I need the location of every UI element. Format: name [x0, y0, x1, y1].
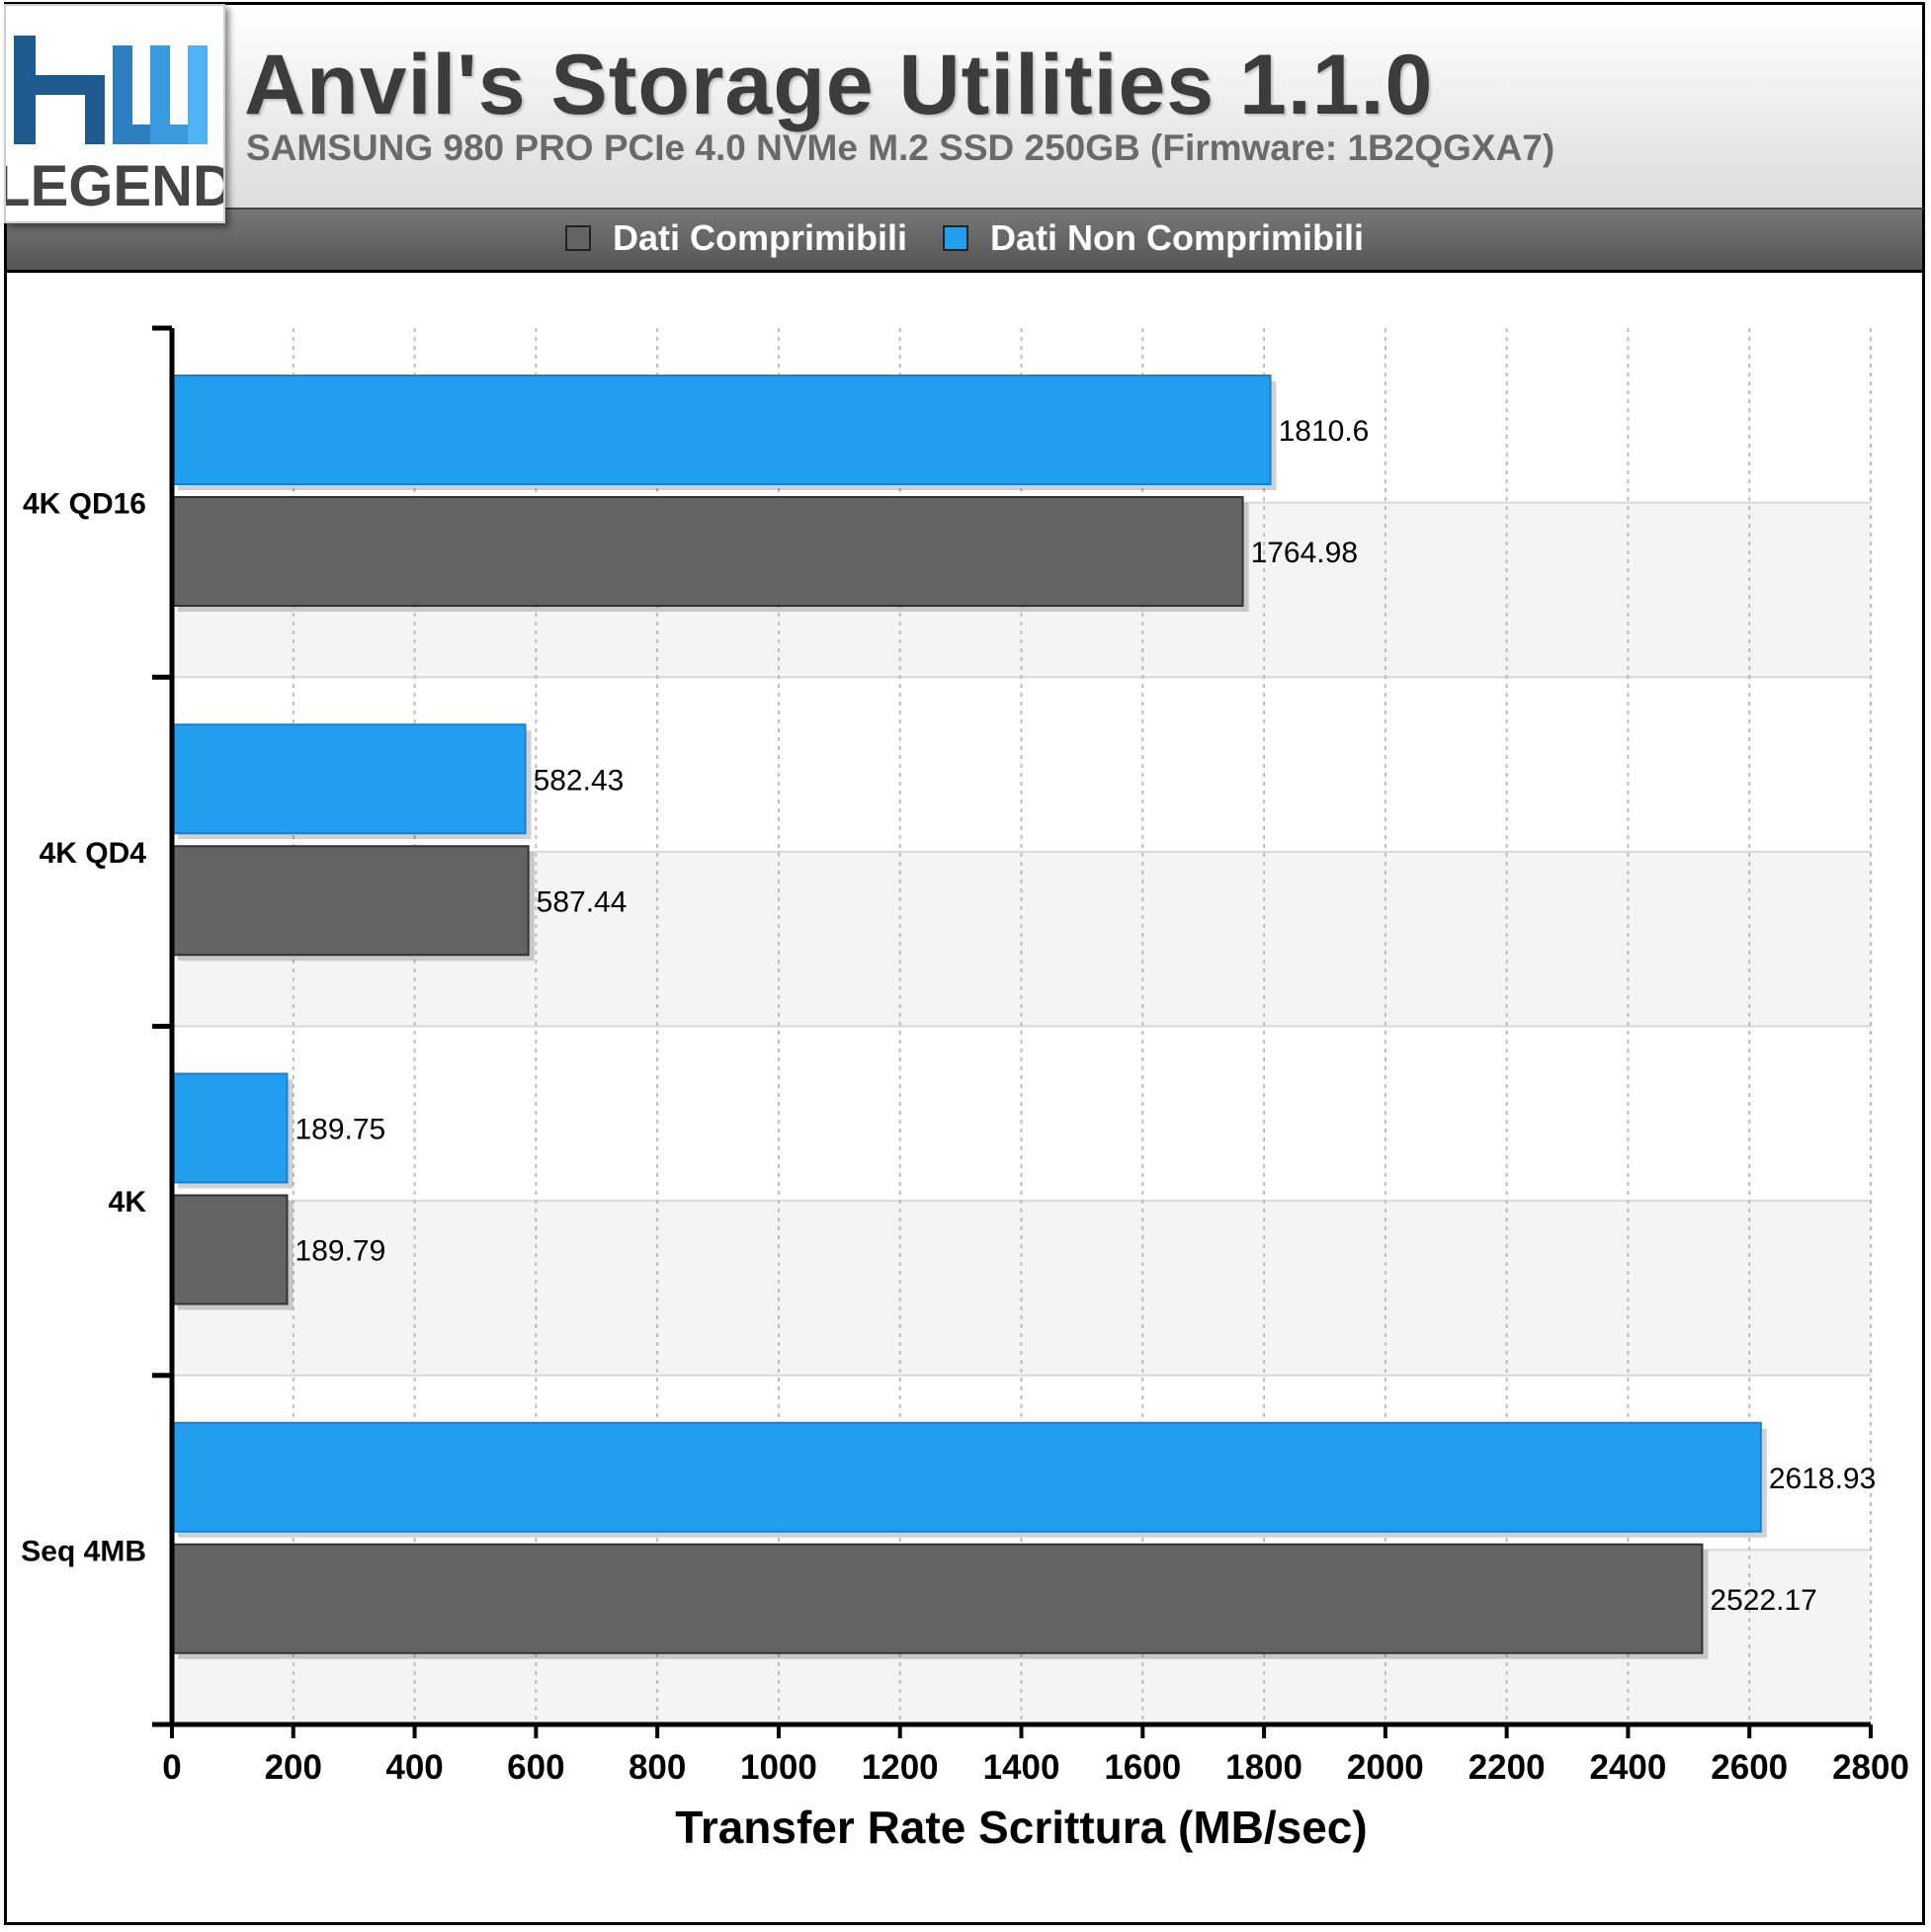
- legend-swatch-compressible: [564, 225, 591, 251]
- data-label: 2522.17: [1710, 1584, 1816, 1617]
- data-label: 189.75: [294, 1114, 385, 1146]
- x-tick-label: 2800: [1832, 1748, 1909, 1787]
- data-label: 189.79: [295, 1235, 386, 1268]
- legend: Dati Comprimibili Dati Non Comprimibili: [7, 210, 1922, 267]
- category-label: 4K QD4: [40, 837, 147, 870]
- bar-incompressible: [171, 1421, 1762, 1533]
- x-tick-label: 2400: [1589, 1748, 1666, 1787]
- x-tick-label: 1800: [1225, 1748, 1302, 1787]
- x-tick-label: 400: [385, 1748, 443, 1787]
- bar-incompressible: [171, 723, 527, 835]
- logo-text: LEGEND: [6, 154, 223, 218]
- x-tick-label: 2000: [1347, 1748, 1424, 1787]
- legend-item-compressible: Dati Comprimibili: [564, 217, 908, 259]
- chart-title: Anvil's Storage Utilities 1.1.0: [244, 38, 1434, 132]
- data-label: 1764.98: [1251, 537, 1358, 569]
- category-label: Seq 4MB: [21, 1535, 146, 1567]
- category-label: 4K: [109, 1186, 147, 1218]
- data-label: 587.44: [537, 885, 628, 918]
- x-tick-label: 1600: [1104, 1748, 1181, 1787]
- legend-label-incompressible: Dati Non Comprimibili: [990, 217, 1365, 258]
- legend-label-compressible: Dati Comprimibili: [612, 217, 908, 258]
- x-tick-label: 1200: [862, 1748, 939, 1787]
- legend-item-incompressible: Dati Non Comprimibili: [943, 217, 1364, 259]
- x-tick-label: 600: [507, 1748, 564, 1787]
- x-tick-label: 200: [265, 1748, 322, 1787]
- bar-compressible: [171, 1543, 1704, 1654]
- hwlegend-logo: LEGEND: [0, 4, 234, 223]
- hwlegend-logo-icon: LEGEND: [0, 36, 234, 218]
- data-label: 582.43: [534, 764, 625, 797]
- legend-swatch-incompressible: [943, 225, 969, 251]
- category-label: 4K QD16: [23, 488, 146, 521]
- legend-bar: Dati Comprimibili Dati Non Comprimibili: [4, 210, 1925, 273]
- x-tick-label: 2200: [1469, 1748, 1546, 1787]
- data-label: 1810.6: [1279, 415, 1370, 448]
- bar-incompressible: [171, 1072, 289, 1184]
- bar-incompressible: [171, 375, 1272, 485]
- chart-header: Anvil's Storage Utilities 1.1.0 SAMSUNG …: [4, 2, 1925, 210]
- x-tick-label: 0: [162, 1748, 181, 1787]
- x-tick-label: 1400: [983, 1748, 1060, 1787]
- bar-compressible: [171, 496, 1244, 607]
- data-label: 2618.93: [1769, 1463, 1876, 1495]
- bar-compressible: [171, 845, 530, 957]
- chart-subtitle: SAMSUNG 980 PRO PCIe 4.0 NVMe M.2 SSD 25…: [246, 127, 1555, 168]
- x-tick-label: 1000: [740, 1748, 817, 1787]
- bar-compressible: [171, 1194, 289, 1305]
- x-tick-label: 800: [629, 1748, 686, 1787]
- x-tick-label: 2600: [1711, 1748, 1788, 1787]
- x-axis-title: Transfer Rate Scrittura (MB/sec): [675, 1802, 1367, 1853]
